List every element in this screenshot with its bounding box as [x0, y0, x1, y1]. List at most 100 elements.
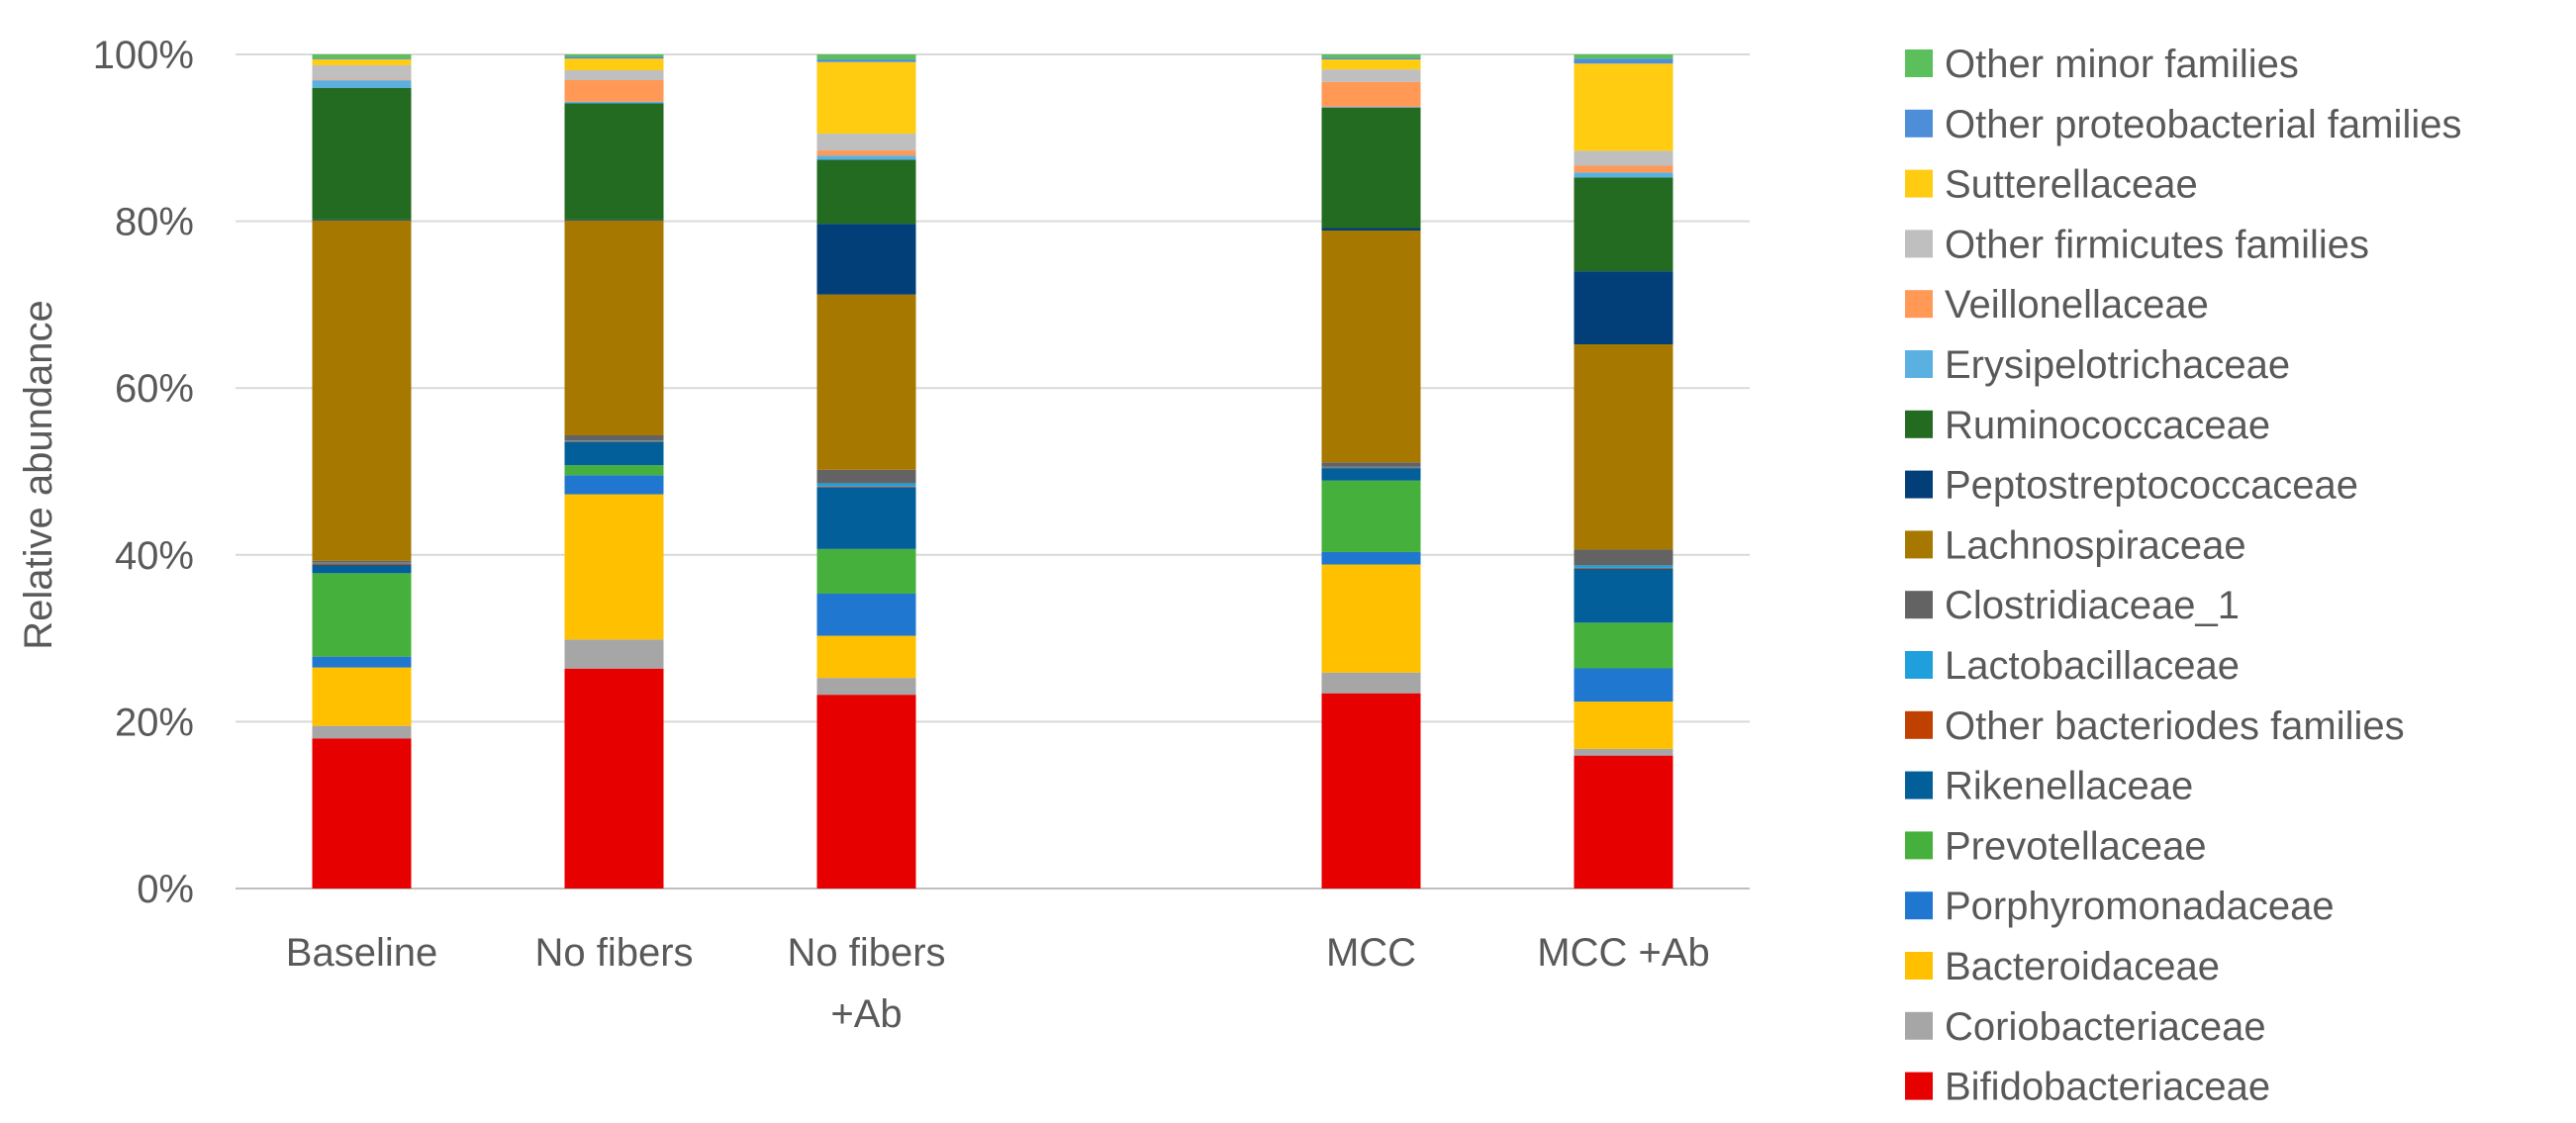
- legend-label: Other minor families: [1945, 43, 2299, 86]
- legend-label: Bacteroidaceae: [1945, 945, 2220, 988]
- bar-segment: [312, 573, 412, 657]
- bar-segment: [312, 562, 412, 564]
- legend-swatch: [1905, 109, 1933, 138]
- bar-segment: [1321, 468, 1421, 481]
- x-category-label: No fibers: [534, 931, 693, 975]
- bar-segment: [816, 486, 916, 488]
- bar-segment: [564, 54, 664, 57]
- bar-segment: [1321, 693, 1421, 889]
- bar-segment: [312, 220, 412, 561]
- bar-segment: [312, 667, 412, 726]
- y-tick-label: 20%: [115, 701, 194, 744]
- bar-segment: [816, 695, 916, 889]
- legend-label: Sutterellaceae: [1945, 163, 2198, 207]
- bar-segment: [564, 668, 664, 889]
- bar-segment: [564, 475, 664, 495]
- x-category-label: MCC: [1326, 931, 1416, 975]
- bar-segment: [1321, 466, 1421, 468]
- legend-label: Porphyromonadaceae: [1945, 885, 2335, 928]
- bar-segment: [816, 294, 916, 470]
- bar-segment: [816, 483, 916, 487]
- gridlines: [236, 53, 1750, 889]
- bar-segment: [816, 635, 916, 679]
- bar-segment: [816, 61, 916, 135]
- bar-segment: [1321, 480, 1421, 552]
- bar-segment: [1574, 150, 1673, 166]
- bar-segment: [1574, 748, 1673, 756]
- legend-swatch: [1905, 1011, 1933, 1040]
- bar-segment: [1574, 567, 1673, 569]
- bar-segment: [564, 103, 664, 220]
- legend-label: Other proteobacterial families: [1945, 103, 2461, 146]
- legend-swatch: [1905, 350, 1933, 378]
- bar-segment: [564, 80, 664, 102]
- bar-segment: [564, 56, 664, 59]
- legend-swatch: [1905, 651, 1933, 679]
- y-tick-label: 40%: [115, 534, 194, 578]
- bar-segment: [816, 159, 916, 225]
- legend-label: Coriobacteriaceae: [1945, 1005, 2266, 1049]
- bar-segment: [1574, 63, 1673, 151]
- bar-segment: [1321, 462, 1421, 467]
- y-tick-label: 80%: [115, 201, 194, 244]
- bar-segment: [816, 678, 916, 696]
- legend-swatch: [1905, 410, 1933, 438]
- bar-segment: [312, 80, 412, 88]
- bar-segment: [1321, 467, 1421, 469]
- bar-segment: [564, 494, 664, 640]
- bar-segment: [564, 465, 664, 476]
- bar-segment: [816, 150, 916, 156]
- bar-segment: [1574, 165, 1673, 173]
- legend-swatch: [1905, 1072, 1933, 1100]
- legend-swatch: [1905, 530, 1933, 559]
- bar-segment: [1574, 58, 1673, 64]
- legend-swatch: [1905, 290, 1933, 319]
- legend-label: Bifidobacteriaceae: [1945, 1066, 2270, 1109]
- bar-segment: [564, 639, 664, 669]
- bar-segment: [312, 54, 412, 59]
- bar-segment: [1574, 755, 1673, 889]
- bar-segment: [1574, 172, 1673, 178]
- legend-label: Ruminococcaceae: [1945, 404, 2270, 447]
- y-tick-label: 60%: [115, 367, 194, 411]
- bar-segment: [1321, 231, 1421, 463]
- bar-segment: [1321, 672, 1421, 694]
- bar-segment: [1321, 81, 1421, 107]
- x-category-label: +Ab: [830, 992, 902, 1036]
- bar-segment: [564, 220, 664, 436]
- legend-label: Prevotellaceae: [1945, 824, 2207, 868]
- bar-segment: [816, 134, 916, 151]
- bar-segment: [1321, 54, 1421, 58]
- bar-segment: [312, 560, 412, 563]
- x-category-label: MCC +Ab: [1537, 931, 1710, 975]
- bar-segment: [816, 59, 916, 62]
- bar-segment: [312, 725, 412, 739]
- bar-segment: [1574, 271, 1673, 345]
- legend-swatch: [1905, 470, 1933, 499]
- bar-segment: [1574, 702, 1673, 749]
- x-category-label: Baseline: [286, 931, 437, 975]
- bar-segment: [1574, 668, 1673, 702]
- legend-swatch: [1905, 49, 1933, 77]
- bar-segment: [1574, 568, 1673, 623]
- bar-segment: [1321, 106, 1421, 108]
- legend-label: Lactobacillaceae: [1945, 644, 2240, 688]
- bar-segment: [312, 563, 412, 565]
- bar-segment: [564, 58, 664, 70]
- bar-segment: [1574, 549, 1673, 566]
- bar-segment: [816, 548, 916, 594]
- bar-segment: [312, 79, 412, 81]
- bar-segment: [312, 738, 412, 889]
- bar-segment: [312, 64, 412, 80]
- legend-swatch: [1905, 891, 1933, 920]
- y-axis-title: Relative abundance: [17, 300, 60, 650]
- legend-label: Clostridiaceae_1: [1945, 584, 2240, 627]
- bar-segment: [1574, 177, 1673, 272]
- legend-label: Other bacteriodes families: [1945, 704, 2405, 748]
- legend-label: Peptostreptococcaceae: [1945, 464, 2358, 508]
- bar-segment: [312, 87, 412, 220]
- bar-segment: [1574, 565, 1673, 568]
- bar-segment: [564, 69, 664, 81]
